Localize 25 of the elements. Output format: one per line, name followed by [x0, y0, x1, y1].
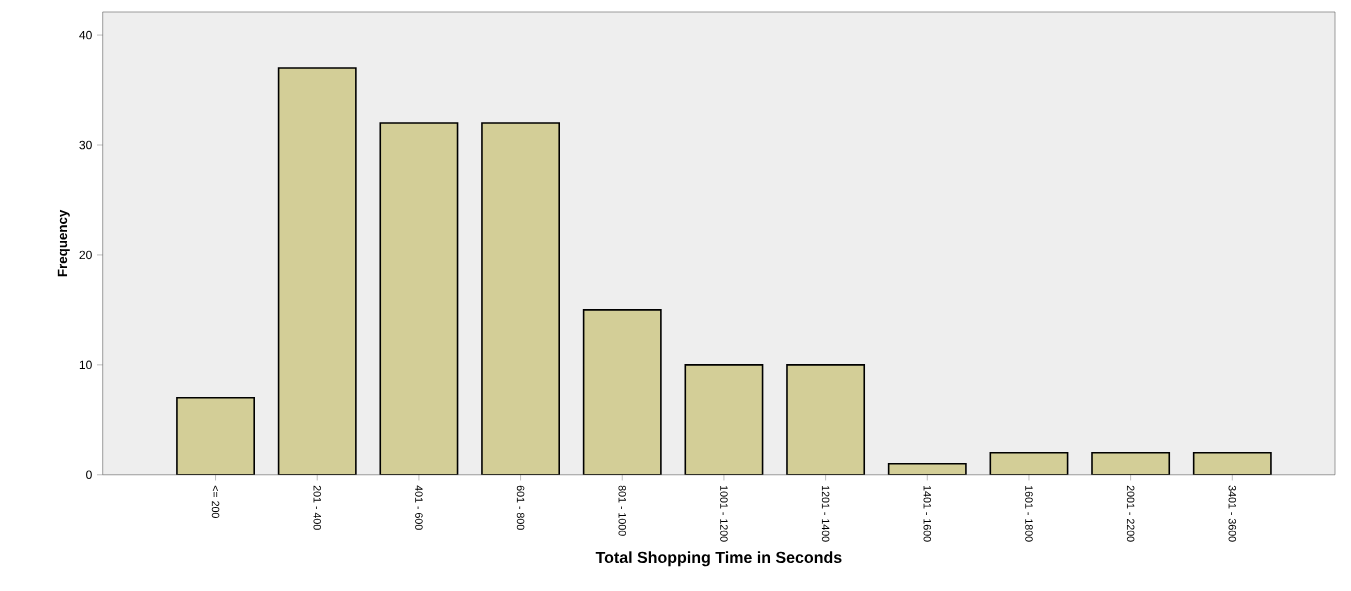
x-tick-label: 1601 - 1800: [1025, 486, 1033, 542]
bar: [786, 364, 865, 475]
x-tick-label: 1401 - 1600: [923, 486, 932, 542]
bar: [278, 68, 356, 475]
x-tick-label: 401 - 600: [415, 485, 423, 530]
bar: [685, 364, 763, 475]
y-tick-label: 40: [79, 30, 92, 40]
y-tick-label: 20: [79, 250, 92, 260]
x-axis-title: Total Shopping Time in Seconds: [595, 551, 842, 567]
x-tick-label: 801 - 1000: [618, 485, 627, 536]
x-tick-label: 201 - 400: [313, 485, 322, 530]
y-tick-label: 0: [86, 470, 92, 480]
x-tick-label: 1001 - 1200: [720, 486, 728, 542]
y-tick-label: 30: [79, 140, 92, 150]
bar: [583, 309, 661, 475]
bar: [481, 123, 560, 475]
x-tick-label: 3401 - 3600: [1228, 485, 1237, 542]
x-tick-label: <= 200: [211, 485, 220, 519]
x-tick-label: 2001 - 2200: [1126, 485, 1135, 542]
x-tick-label: 601 - 800: [516, 485, 525, 530]
bar: [380, 123, 458, 475]
y-tick-label: 10: [79, 360, 92, 370]
bar: [176, 397, 255, 475]
y-axis-title: Frequency: [57, 209, 70, 277]
x-tick-label: 1201 - 1400: [821, 486, 830, 542]
